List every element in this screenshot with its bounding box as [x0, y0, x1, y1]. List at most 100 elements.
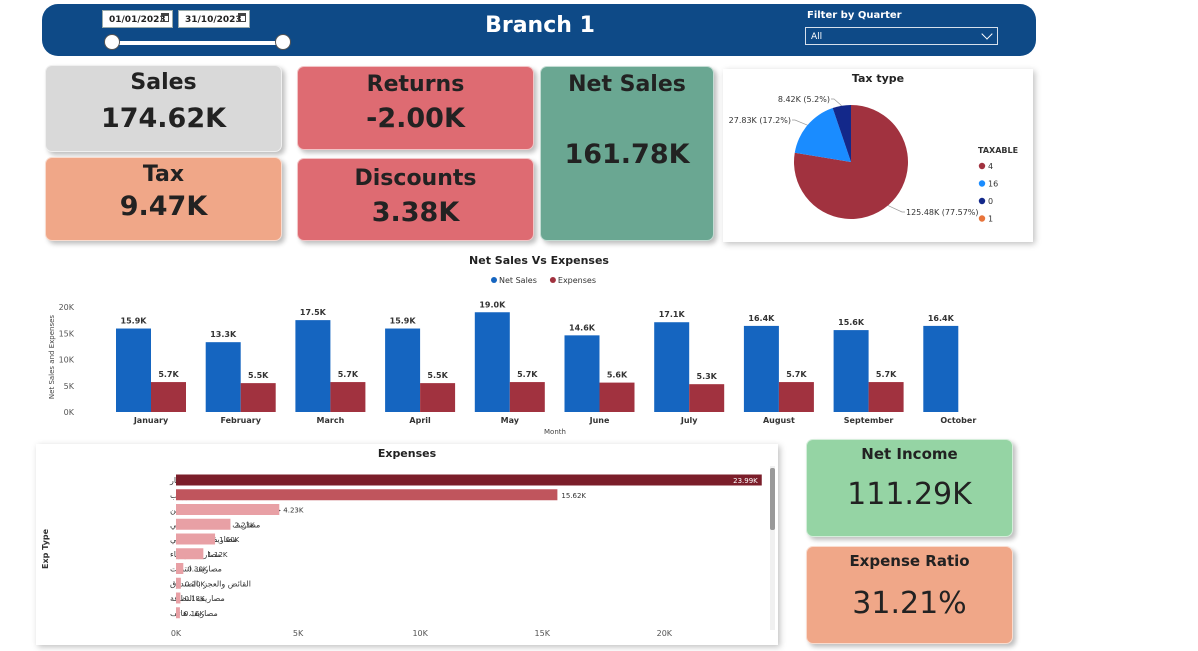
expense-bar[interactable]: [176, 474, 762, 486]
bar-x-tick-label: June: [589, 416, 610, 425]
bar-y-tick-label: 15K: [59, 329, 75, 338]
bar-legend-item[interactable]: Net Sales: [499, 276, 537, 285]
expenses-y-axis-title: Exp Type: [41, 528, 50, 569]
pie-legend-item[interactable]: 1: [988, 215, 993, 224]
bar-data-label: 19.0K: [479, 300, 506, 309]
expenses-bar-chart: Expenses Exp Type مصاريف ايجار23.99Kمصار…: [41, 447, 775, 638]
bar-y-tick-label: 5K: [64, 382, 75, 391]
expense-bar[interactable]: [176, 592, 181, 604]
expense-bar[interactable]: [176, 504, 280, 515]
date-range-start-handle[interactable]: [104, 34, 120, 50]
bar-y-tick-label: 10K: [59, 356, 75, 365]
net-sales-card: Net Sales 161.78K: [540, 66, 714, 241]
start-date-input[interactable]: 01/01/2023: [102, 10, 173, 28]
bar-expenses-june[interactable]: [599, 382, 635, 412]
pie-data-label: 8.42K (5.2%): [778, 95, 830, 104]
net-sales-label: Net Sales: [568, 72, 686, 97]
expenses-scrollbar-track[interactable]: [770, 466, 775, 630]
net-sales-vs-expenses-chart: Net Sales Vs Expenses Net Sales Expenses …: [48, 254, 976, 436]
pie-slice-16[interactable]: [794, 108, 851, 162]
bar-expenses-may[interactable]: [509, 382, 545, 412]
expense-category-label: مصاريف النظافة: [170, 594, 225, 603]
bar-net-sales-july[interactable]: [654, 322, 690, 412]
bar-expenses-march[interactable]: [330, 382, 366, 412]
expenses-title: Expenses: [378, 447, 437, 460]
bar-legend-item[interactable]: Expenses: [558, 276, 596, 285]
pie-legend-marker: [978, 162, 986, 170]
date-range-slider-track[interactable]: [112, 41, 283, 45]
bar-net-sales-february[interactable]: [205, 342, 241, 412]
bar-x-tick-label: February: [220, 416, 261, 425]
tax-type-title: Tax type: [851, 72, 905, 85]
expense-bar[interactable]: [176, 607, 180, 619]
start-date-value: 01/01/2023: [109, 15, 166, 25]
expense-bar[interactable]: [176, 518, 231, 530]
bar-net-sales-april[interactable]: [385, 328, 421, 412]
expense-x-tick-label: 10K: [412, 629, 428, 638]
returns-value: -2.00K: [366, 103, 465, 134]
calendar-icon[interactable]: [238, 13, 246, 22]
pie-slice-4[interactable]: [794, 105, 908, 220]
bar-net-sales-june[interactable]: [564, 335, 600, 412]
bar-x-tick-label: January: [133, 416, 169, 425]
bar-y-tick-label: 20K: [59, 303, 75, 312]
bar-expenses-april[interactable]: [420, 383, 456, 412]
expense-bar[interactable]: [176, 533, 216, 545]
expense-bar[interactable]: [176, 548, 204, 560]
bar-expenses-august[interactable]: [778, 382, 814, 412]
bar-expenses-july[interactable]: [689, 384, 725, 412]
sales-card: Sales 174.62K: [45, 65, 282, 152]
bar-data-label: 17.5K: [300, 308, 327, 317]
bar-data-label: 17.1K: [659, 310, 686, 319]
expense-x-tick-label: 15K: [535, 629, 551, 638]
discounts-value: 3.38K: [371, 197, 460, 228]
bar-x-tick-label: July: [680, 416, 698, 425]
end-date-value: 31/10/2023: [185, 15, 242, 25]
expense-bar[interactable]: [176, 563, 184, 574]
bar-net-sales-january[interactable]: [116, 328, 151, 412]
bar-y-axis-title: Net Sales and Expenses: [48, 315, 56, 399]
expense-data-label: 0.30K: [187, 566, 208, 574]
pie-legend-item[interactable]: 4: [988, 162, 993, 171]
bar-expenses-september[interactable]: [868, 382, 904, 412]
tax-card: Tax 9.47K: [45, 157, 282, 241]
bar-x-tick-label: October: [940, 416, 976, 425]
bar-net-sales-september[interactable]: [833, 330, 869, 412]
net-sales-value: 161.78K: [564, 139, 690, 170]
calendar-icon[interactable]: [161, 13, 169, 22]
expenses-scrollbar-thumb[interactable]: [770, 468, 775, 530]
expense-data-label: 4.23K: [283, 507, 304, 515]
pie-legend-marker: [978, 197, 986, 205]
date-range-end-handle[interactable]: [275, 34, 291, 50]
quarter-filter-label: Filter by Quarter: [807, 10, 902, 21]
bar-net-sales-march[interactable]: [295, 320, 331, 412]
discounts-card: Discounts 3.38K: [297, 158, 534, 241]
expense-data-label: 2.23K: [234, 521, 255, 529]
bar-data-label: 5.7K: [338, 370, 359, 379]
bar-data-label: 16.4K: [928, 314, 955, 323]
bar-net-sales-may[interactable]: [474, 312, 510, 412]
bar-expenses-january[interactable]: [151, 382, 186, 412]
pie-legend-item[interactable]: 0: [988, 197, 993, 206]
quarter-filter-dropdown[interactable]: All: [805, 27, 998, 45]
bar-data-label: 5.5K: [427, 371, 448, 380]
bar-legend-marker: [549, 277, 556, 283]
sales-value: 174.62K: [100, 103, 227, 134]
expense-bar[interactable]: [176, 577, 181, 589]
expense-data-label: 23.99K: [733, 477, 758, 485]
end-date-input[interactable]: 31/10/2023: [178, 10, 250, 28]
expense-data-label: 1.12K: [207, 551, 228, 559]
expense-bar[interactable]: [176, 489, 558, 501]
bar-net-sales-august[interactable]: [743, 325, 779, 412]
quarter-filter-value: All: [811, 32, 823, 42]
expense-data-label: 0.18K: [184, 595, 205, 603]
pie-slice-0[interactable]: [832, 105, 851, 162]
bar-legend-marker: [491, 277, 497, 283]
expense-x-tick-label: 5K: [293, 629, 304, 638]
pie-legend-marker: [978, 215, 986, 222]
bar-expenses-february[interactable]: [240, 383, 276, 412]
expense-category-label: مصاريف انترنت: [170, 565, 222, 574]
bar-net-sales-october[interactable]: [923, 325, 959, 412]
pie-legend-item[interactable]: 16: [988, 180, 998, 189]
bar-data-label: 13.3K: [210, 330, 237, 339]
